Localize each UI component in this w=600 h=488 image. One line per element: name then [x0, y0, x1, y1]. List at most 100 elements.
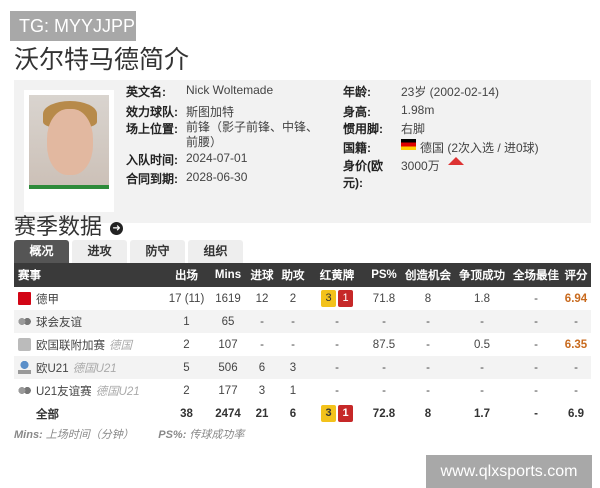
competition-cell[interactable]: 德甲 — [14, 287, 164, 310]
page-title: 沃尔特马德简介 — [14, 46, 190, 74]
chances-cell: - — [403, 356, 453, 379]
ps-cell: 72.8 — [372, 407, 396, 420]
team-subtitle: 德国 — [109, 339, 132, 352]
competition-cell[interactable]: 球会友谊 — [14, 310, 164, 333]
column-header[interactable]: 创造机会 — [403, 263, 453, 287]
table-row[interactable]: 欧国联附加赛 德国 2 107 - - - 87.5 - 0.5 - 6.35 — [14, 333, 591, 356]
team-value: 斯图加特 — [186, 105, 235, 119]
contract-row: 合同到期: 2028-06-30 — [126, 170, 247, 187]
column-header[interactable]: 红黄牌 — [309, 263, 365, 287]
team-label: 效力球队: — [126, 105, 178, 119]
competition-cell[interactable]: 全部 — [14, 402, 164, 425]
competition-name: 球会友谊 — [36, 316, 82, 329]
table-row[interactable]: 球会友谊 1 65- - - - - - - - — [14, 310, 591, 333]
column-header[interactable]: 赛事 — [14, 263, 164, 287]
rating-cell: - — [561, 310, 591, 333]
goals-cell: 21 — [255, 407, 269, 420]
motm-cell: - — [534, 292, 538, 305]
table-row[interactable]: 全部 38 2474 21 6 3 1 72.8 8 1.7 - 6.9 — [14, 402, 591, 425]
cards-cell: - — [309, 356, 365, 379]
apps-cell: 17 (11) — [168, 292, 205, 305]
team-subtitle: 德国U21 — [95, 385, 140, 398]
assists-cell: 1 — [289, 384, 297, 397]
assists-cell: 6 — [289, 407, 297, 420]
yellow-card-badge: 3 — [321, 290, 336, 307]
motm-cell: - — [534, 384, 538, 397]
table-row[interactable]: U21友谊赛 德国U21 2 177 3 1 - - - - - - — [14, 379, 591, 402]
column-header[interactable]: Mins — [209, 263, 247, 287]
chances-cell: 8 — [424, 292, 432, 305]
english-name-value: Nick Woltemade — [186, 83, 274, 97]
section-title: 赛季数据 ➜ — [14, 209, 124, 241]
competition-cell[interactable]: 欧国联附加赛 德国 — [14, 333, 164, 356]
foot-row: 惯用脚: 右脚 — [343, 120, 425, 137]
cards-cell: - — [335, 384, 339, 397]
chances-cell: - — [426, 384, 430, 397]
rating-cell: - — [574, 384, 578, 397]
mins-cell: 177 — [218, 384, 238, 397]
assists-cell: 3 — [277, 356, 309, 379]
ps-cell: - — [382, 384, 386, 397]
chances-cell: - — [403, 310, 453, 333]
column-header[interactable]: 出场 — [164, 263, 209, 287]
position-row: 场上位置: 前锋（影子前锋、中锋、前腰） — [126, 120, 321, 150]
friendly-icon — [18, 383, 36, 398]
arrow-right-icon[interactable]: ➜ — [110, 222, 124, 235]
ps-cell: - — [365, 356, 403, 379]
watermark-bottom: www.qlxsports.com — [426, 455, 592, 488]
column-header[interactable]: 进球 — [247, 263, 277, 287]
chances-cell: - — [426, 338, 430, 351]
column-header[interactable]: 评分 — [561, 263, 591, 287]
goals-cell: - — [260, 338, 264, 351]
apps-cell: 5 — [164, 356, 209, 379]
watermark-top: TG: MYYJJPP — [10, 11, 136, 41]
competition-name: U21友谊赛 — [36, 385, 92, 398]
ps-cell: 71.8 — [372, 292, 396, 305]
aerial-cell: - — [453, 310, 511, 333]
goals-cell: 12 — [255, 292, 269, 305]
english-name-row: 英文名: Nick Woltemade — [126, 83, 273, 100]
tab-3[interactable]: 组织 — [188, 240, 243, 263]
column-header[interactable]: PS% — [365, 263, 403, 287]
yellow-card-badge: 3 — [321, 405, 336, 422]
germany-flag-icon — [401, 139, 416, 150]
competition-cell[interactable]: U21友谊赛 德国U21 — [14, 379, 164, 402]
table-row[interactable]: 德甲 17 (11) 1619 12 2 3 1 71.8 8 1.8 - 6.94 — [14, 287, 591, 310]
english-name-label: 英文名: — [126, 85, 166, 99]
trophy-icon — [18, 360, 36, 375]
contract-label: 合同到期: — [126, 172, 178, 186]
ps-cell: - — [365, 310, 403, 333]
assists-cell: - — [277, 310, 309, 333]
motm-cell: - — [511, 356, 561, 379]
stats-table: 赛事 出场 Mins 进球 助攻 红黄牌 PS% 创造机会 争顶成功 全场最佳 评分德甲 17 (11… — [14, 263, 591, 425]
tab-0[interactable]: 概况 — [14, 240, 69, 263]
rating-cell: - — [561, 356, 591, 379]
red-card-badge: 1 — [338, 405, 353, 422]
tab-1[interactable]: 进攻 — [72, 240, 127, 263]
aerial-cell: - — [480, 384, 484, 397]
competition-name: 德甲 — [36, 293, 59, 306]
table-row[interactable]: 欧U21 德国U21 5 506 6 3- - - - - - — [14, 356, 591, 379]
contract-value: 2028-06-30 — [186, 170, 248, 184]
position-label: 场上位置: — [126, 122, 178, 136]
column-header[interactable]: 助攻 — [277, 263, 309, 287]
tab-2[interactable]: 防守 — [130, 240, 185, 263]
joined-row: 入队时间: 2024-07-01 — [126, 151, 247, 168]
mins-cell: 107 — [218, 338, 238, 351]
competition-name: 欧国联附加赛 — [36, 339, 105, 352]
apps-cell: 1 — [164, 310, 209, 333]
competition-cell[interactable]: 欧U21 德国U21 — [14, 356, 164, 379]
goals-cell: 6 — [247, 356, 277, 379]
rating-cell: 6.94 — [564, 292, 588, 305]
column-header[interactable]: 争顶成功 — [453, 263, 511, 287]
aerial-cell: 1.7 — [474, 407, 490, 420]
team-subtitle: 德国U21 — [72, 362, 117, 375]
aerial-cell: - — [453, 356, 511, 379]
assists-cell: 2 — [289, 292, 297, 305]
value-value: 3000万 — [401, 159, 440, 173]
column-header[interactable]: 全场最佳 — [511, 263, 561, 287]
age-value: 23岁 (2002-02-14) — [401, 85, 500, 99]
height-value: 1.98m — [401, 103, 435, 117]
aerial-cell: 1.8 — [474, 292, 490, 305]
